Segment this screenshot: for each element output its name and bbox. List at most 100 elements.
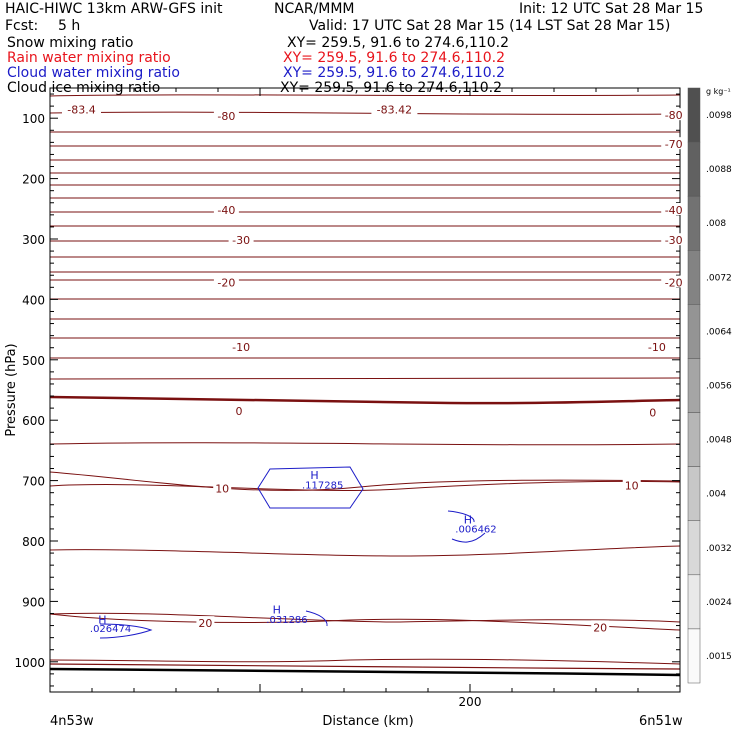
temperature-label-bg <box>647 405 659 418</box>
colorbar-label: .0015 <box>706 652 732 662</box>
isotherm-line <box>49 377 681 380</box>
colorbar-label: .0088 <box>706 165 732 175</box>
colorbar-label: .004 <box>706 490 726 500</box>
model-title: HAIC-HIWC 13km ARW-GFS init <box>5 1 223 17</box>
x-tick-labels: 200 <box>459 695 482 709</box>
temperature-label-bg <box>213 108 239 121</box>
field-label-snow: Snow mixing ratio <box>7 35 134 51</box>
y-tick-label: 700 <box>22 475 45 489</box>
temperature-label: -10 <box>232 341 250 354</box>
temperature-label-bg <box>661 137 687 150</box>
temperature-label: 0 <box>236 405 243 418</box>
colorbar-label: .0056 <box>706 382 732 392</box>
temperature-label: -80 <box>217 110 235 123</box>
cloud-water-contours <box>99 466 486 639</box>
temperature-label-bg <box>661 203 687 216</box>
colorbar-swatch <box>687 304 701 359</box>
surface-line <box>49 667 681 677</box>
y-tick-label: 1000 <box>14 656 45 670</box>
isotherm-line <box>49 480 681 491</box>
temperature-label: 20 <box>593 621 607 634</box>
isotherm-line <box>49 658 681 665</box>
cloud-water-contour <box>257 466 364 509</box>
temperature-label-bg <box>228 233 254 246</box>
temperature-label: -30 <box>232 234 250 247</box>
temperature-label: 10 <box>215 482 229 495</box>
field-xy-snow: XY= 259.5, 91.6 to 274.6,110.2 <box>287 35 510 51</box>
temperature-label: -83.42 <box>377 104 412 117</box>
cloud-water-max-marker: H <box>273 603 281 616</box>
temperature-label: -40 <box>665 204 683 217</box>
cloud-water-max-value: .117285 <box>302 480 343 491</box>
colorbar-label: .0048 <box>706 436 732 446</box>
colorbar-label: .0064 <box>706 327 732 337</box>
forecast-label: Fcst: <box>5 18 39 34</box>
field-xy-cloud-water: XY= 259.5, 91.6 to 274.6,110.2 <box>283 65 506 81</box>
colorbar-label: .0024 <box>706 598 732 608</box>
temperature-label-bg <box>213 481 232 494</box>
temperature-label-bg <box>371 102 418 115</box>
colorbar-swatch <box>687 412 701 467</box>
y-tick-label: 800 <box>22 535 45 549</box>
plot-frame <box>49 87 681 693</box>
cloud-water-max-value: .031286 <box>266 615 307 626</box>
temperature-label: 0 <box>649 406 656 419</box>
temperature-label: -83.4 <box>67 104 95 117</box>
temperature-labels: -83.4 -83.42 -80 -80 -70 -40 -40 -30 -30 -20 -20 -1… <box>62 102 687 634</box>
field-label-cloud-water: Cloud water mixing ratio <box>7 65 180 81</box>
cloud-water-contour <box>305 610 328 627</box>
y-tick-label: 100 <box>22 112 45 126</box>
isotherm-line-10 <box>49 471 681 491</box>
colorbar-swatch <box>687 250 701 305</box>
colorbar-label: .0098 <box>706 111 732 121</box>
isotherm-line-20 <box>49 613 681 631</box>
isotherm-lines <box>49 94 681 665</box>
colorbar-label: .0072 <box>706 273 732 283</box>
x-tick-label: 200 <box>459 695 482 709</box>
isotherm-line <box>49 111 681 115</box>
colorbar-label: .008 <box>706 219 726 229</box>
temperature-label: 10 <box>625 479 639 492</box>
temperature-label-bg <box>213 203 239 216</box>
cloud-water-max-marker: H <box>98 614 106 627</box>
temperature-label-bg <box>661 233 687 246</box>
y-tick-label: 600 <box>22 414 45 428</box>
cloud-water-max-marker: H <box>464 513 472 526</box>
cloud-water-contour <box>447 510 475 523</box>
cloud-water-contour <box>99 623 153 639</box>
isotherm-line <box>49 545 681 557</box>
colorbar-swatch <box>687 195 701 251</box>
cloud-water-max-marker: H <box>310 469 318 482</box>
temperature-label: 20 <box>198 617 212 630</box>
isotherm-line <box>49 94 681 97</box>
temperature-label-bg <box>591 620 610 633</box>
y-axis-label: Pressure (hPa) <box>4 343 19 436</box>
forecast-hours: 5 h <box>58 18 81 34</box>
temperature-label-bg <box>62 102 101 115</box>
temperature-label-bg <box>622 478 641 491</box>
temperature-label: -30 <box>665 234 683 247</box>
temperature-label: -20 <box>217 276 235 289</box>
colorbar-swatch <box>687 141 701 197</box>
cloud-water-max-value: .006462 <box>455 525 496 536</box>
x-axis-label: Distance (km) <box>322 714 413 729</box>
temperature-label-bg <box>661 108 687 121</box>
org-label: NCAR/MMM <box>274 1 355 17</box>
left-endpoint-label: 4n53w <box>50 714 94 729</box>
y-tick-labels: 100 200 300 400 500 600 700 800 900 1000 <box>14 112 45 670</box>
cloud-water-contour <box>451 532 486 543</box>
freezing-level-line <box>49 395 681 405</box>
y-tick-label: 900 <box>22 595 45 609</box>
colorbar-swatch <box>687 358 701 413</box>
y-tick-label: 500 <box>22 354 45 368</box>
colorbar-swatch <box>687 87 701 143</box>
colorbar-swatch <box>687 574 701 630</box>
field-label-rain: Rain water mixing ratio <box>7 50 171 66</box>
temperature-label: -80 <box>665 109 683 122</box>
temperature-label-bg <box>661 275 687 288</box>
colorbar-label: .0032 <box>706 544 732 554</box>
temperature-label: -20 <box>665 276 683 289</box>
right-endpoint-label: 6n51w <box>639 714 683 729</box>
temperature-label: -70 <box>665 138 683 151</box>
